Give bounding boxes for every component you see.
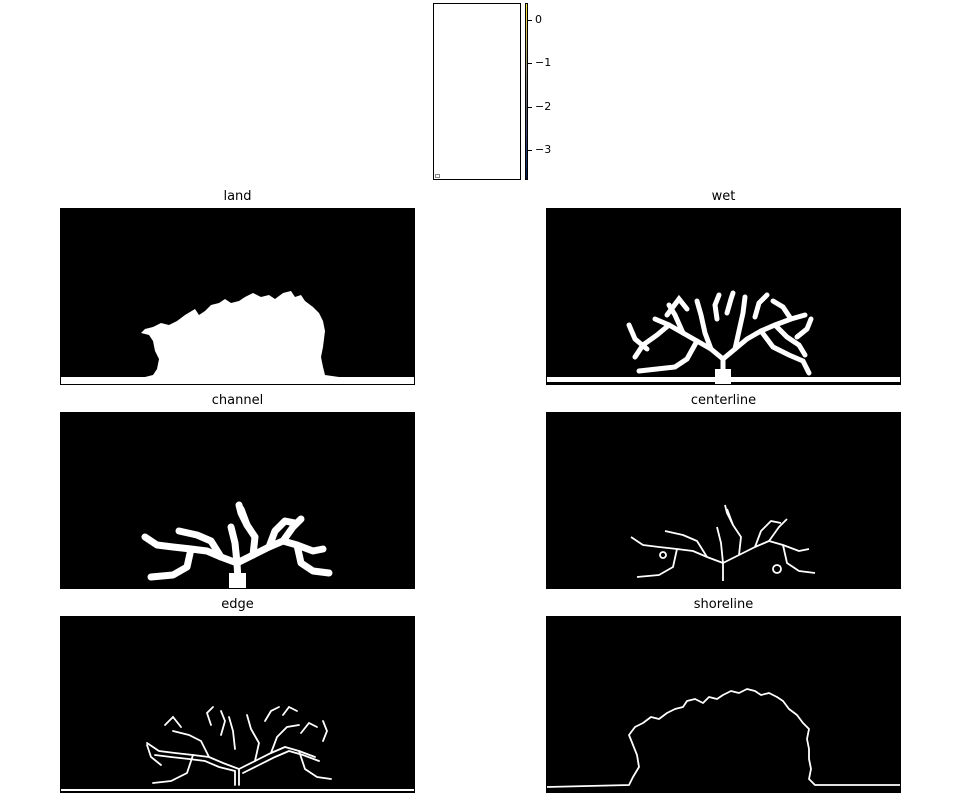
- shoreline-contour: [547, 688, 900, 788]
- shoreline-image: [546, 616, 901, 793]
- colorbar-tick: [528, 107, 532, 108]
- panel-title-land: land: [223, 189, 252, 204]
- colorbar-tick: [528, 20, 532, 21]
- top-image-axes: [433, 3, 521, 180]
- colorbar: [525, 3, 528, 180]
- channel-network: [141, 501, 333, 585]
- panel-title-centerline: centerline: [690, 393, 757, 408]
- land-image: [60, 208, 415, 385]
- wet-image: [546, 208, 901, 385]
- colorbar-tick: [528, 63, 532, 64]
- panel-title-shoreline: shoreline: [693, 597, 754, 612]
- colorbar-tick-label: −1: [535, 56, 552, 69]
- land-mask: [61, 291, 414, 384]
- edge-pattern: [146, 705, 332, 786]
- panel-title-channel: channel: [211, 393, 264, 408]
- edge-image: [60, 616, 415, 793]
- top-image-corner-mark: [435, 174, 440, 178]
- colorbar-tick: [528, 150, 532, 151]
- centerline-network: [630, 504, 816, 581]
- wet-pattern: [626, 290, 814, 382]
- panel-title-wet: wet: [711, 189, 736, 204]
- channel-image: [60, 412, 415, 589]
- colorbar-tick-label: −3: [535, 143, 552, 156]
- colorbar-tick-label: −2: [535, 100, 552, 113]
- centerline-image: [546, 412, 901, 589]
- colorbar-tick-label: 0: [535, 13, 542, 26]
- panel-title-edge: edge: [221, 597, 254, 612]
